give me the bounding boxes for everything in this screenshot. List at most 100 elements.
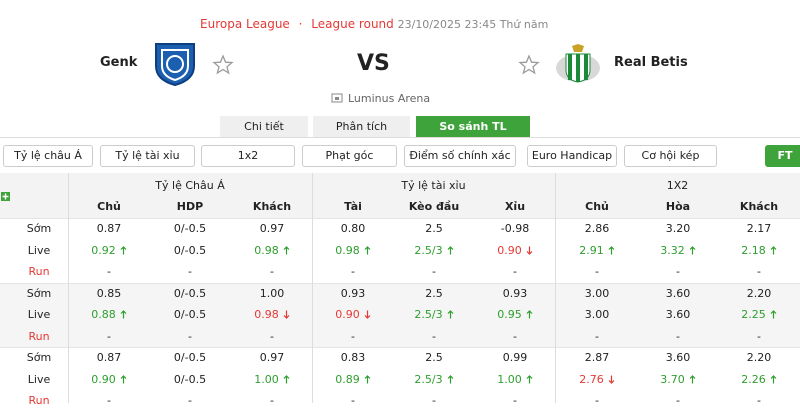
- separator: ·: [298, 17, 303, 31]
- odds-cell: 3.60: [638, 304, 718, 325]
- tab-divider: [0, 137, 800, 138]
- odds-value: -: [757, 394, 761, 407]
- row-group-divider: [0, 218, 800, 219]
- trend-arrow: [766, 308, 777, 321]
- filter-button[interactable]: Phạt góc: [302, 145, 397, 167]
- odds-cell: 2.5/3: [394, 304, 474, 325]
- odds-cell: -: [638, 261, 718, 282]
- tab[interactable]: Chi tiết: [220, 116, 308, 137]
- filter-button[interactable]: Điểm số chính xác: [404, 145, 516, 167]
- odds-cell: -: [69, 326, 149, 347]
- away-logo: [556, 44, 600, 83]
- odds-value: -: [513, 265, 517, 278]
- odds-cell: -: [394, 390, 474, 411]
- odds-cell: 0/-0.5: [150, 304, 230, 325]
- datetime: 23/10/2025 23:45 Thứ năm: [397, 18, 549, 31]
- period-button[interactable]: FT: [765, 145, 800, 167]
- odds-cell: 3.60: [638, 347, 718, 368]
- odds-value: 2.20: [746, 351, 772, 364]
- odds-cell: 0.93: [313, 283, 393, 304]
- match-header: Europa League · League round 23/10/2025 …: [200, 17, 548, 31]
- column-divider: [312, 173, 313, 403]
- odds-cell: -: [232, 261, 312, 282]
- odds-cell: 2.25: [719, 304, 799, 325]
- odds-value: 0.85: [96, 286, 122, 300]
- away-team[interactable]: Real Betis: [614, 55, 688, 70]
- odds-cell: 0/-0.5: [150, 369, 230, 390]
- trend-arrow: [766, 244, 777, 257]
- odds-value: -: [107, 394, 111, 407]
- odds-value: -: [351, 265, 355, 278]
- odds-cell: 0/-0.5: [150, 283, 230, 304]
- competition[interactable]: Europa League: [200, 17, 290, 31]
- column-divider: [555, 173, 556, 403]
- odds-cell: -: [232, 390, 312, 411]
- odds-value: 3.70: [660, 372, 685, 386]
- row-label: Sớm: [26, 351, 52, 364]
- odds-value: 3.60: [665, 351, 691, 364]
- filter-button[interactable]: 1x2: [201, 145, 295, 167]
- tab[interactable]: Phân tích: [313, 116, 410, 137]
- row-group-bg: [0, 282, 800, 347]
- odds-value: 1.00: [259, 286, 285, 300]
- trend-arrow: [522, 244, 533, 257]
- odds-value: 2.25: [741, 308, 766, 321]
- odds-cell: 2.86: [557, 218, 637, 239]
- row-label: Live: [27, 243, 51, 257]
- tab[interactable]: So sánh TL: [416, 116, 530, 137]
- odds-value: 0.99: [502, 351, 528, 364]
- odds-value: 2.5: [425, 286, 443, 300]
- odds-value: -: [676, 329, 680, 343]
- odds-value: 0.93: [502, 286, 528, 300]
- odds-cell: 0.90: [69, 369, 149, 390]
- odds-cell: -: [557, 261, 637, 282]
- odds-value: 0/-0.5: [173, 222, 207, 235]
- odds-value: -0.98: [500, 222, 530, 235]
- odds-cell: -: [638, 326, 718, 347]
- favorite-star[interactable]: [518, 54, 540, 76]
- odds-value: -: [757, 329, 761, 343]
- odds-cell: -: [313, 326, 393, 347]
- filter-button[interactable]: Tỷ lệ châu Á: [3, 145, 93, 167]
- odds-value: -: [107, 329, 111, 343]
- odds-value: -: [188, 265, 192, 278]
- odds-cell: -: [719, 261, 799, 282]
- odds-cell: 2.5: [394, 218, 474, 239]
- odds-cell: -: [638, 390, 718, 411]
- odds-value: 1.00: [254, 372, 279, 386]
- trend-arrow: [685, 373, 696, 386]
- filter-button[interactable]: Cơ hội kép: [624, 145, 717, 167]
- odds-cell: 0.95: [475, 304, 555, 325]
- odds-cell: 2.18: [719, 240, 799, 261]
- odds-cell: 0/-0.5: [150, 347, 230, 368]
- odds-cell: 0.97: [232, 218, 312, 239]
- column-header: Chủ: [585, 200, 609, 213]
- odds-cell: -: [232, 326, 312, 347]
- home-team[interactable]: Genk: [100, 55, 138, 70]
- filter-button[interactable]: Euro Handicap: [527, 145, 617, 167]
- odds-value: 0.83: [340, 351, 366, 364]
- odds-cell: -: [69, 390, 149, 411]
- odds-value: 0.89: [335, 372, 360, 386]
- odds-value: 3.00: [584, 308, 610, 321]
- odds-cell: -0.98: [475, 218, 555, 239]
- odds-cell: -: [394, 261, 474, 282]
- odds-cell: -: [150, 390, 230, 411]
- row-label: Run: [28, 329, 50, 343]
- odds-value: 0.98: [335, 243, 360, 257]
- expand-button[interactable]: [1, 192, 10, 201]
- group-header: Tỷ lệ Châu Á: [155, 179, 225, 192]
- odds-value: -: [188, 394, 192, 407]
- trend-arrow: [360, 244, 371, 257]
- odds-value: 0.98: [254, 243, 279, 257]
- odds-cell: 2.5: [394, 347, 474, 368]
- column-header: Xỉu: [504, 200, 526, 213]
- favorite-star[interactable]: [212, 54, 234, 76]
- filter-button[interactable]: Tỷ lệ tài xỉu: [100, 145, 195, 167]
- odds-cell: 2.20: [719, 347, 799, 368]
- odds-cell: 0.99: [475, 347, 555, 368]
- odds-cell: 3.32: [638, 240, 718, 261]
- odds-value: 0.90: [335, 308, 360, 321]
- odds-cell: 0.98: [232, 304, 312, 325]
- home-logo: [155, 43, 195, 86]
